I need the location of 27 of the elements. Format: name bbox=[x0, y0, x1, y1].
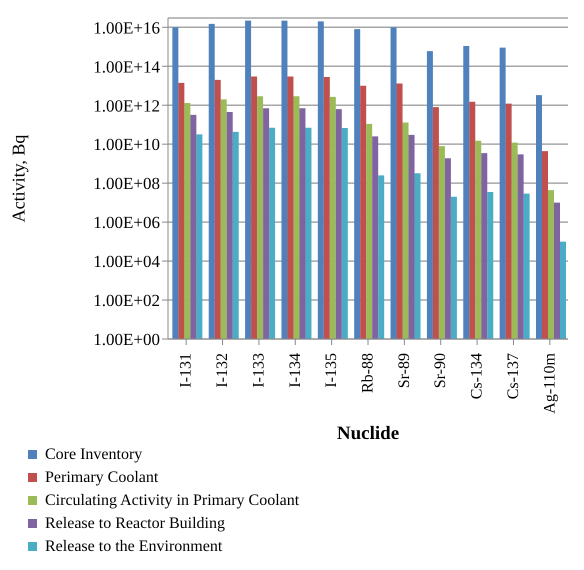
x-tick-label: I-135 bbox=[323, 353, 340, 388]
x-axis-title: Nuclide bbox=[336, 423, 400, 444]
x-tick-label: I-133 bbox=[250, 353, 268, 388]
y-tick-label: 1.00E+12 bbox=[93, 96, 160, 116]
x-tick-label: Sr-90 bbox=[432, 353, 450, 388]
legend-label: Release to Reactor Building bbox=[45, 514, 225, 532]
legend-label: Release to the Environment bbox=[45, 538, 222, 556]
legend-label: Core Inventory bbox=[45, 446, 142, 464]
y-tick-label: 1.00E+06 bbox=[93, 213, 160, 232]
x-tick-label: Cs-137 bbox=[504, 353, 522, 400]
legend-label: Perimary Coolant bbox=[45, 468, 158, 486]
x-tick-label: Cs-134 bbox=[468, 353, 486, 400]
y-tick-label: 1.00E+02 bbox=[93, 291, 160, 310]
x-tick-label: Ag-110m bbox=[541, 352, 558, 414]
y-tick-label: 1.00E+10 bbox=[93, 135, 160, 154]
x-tick-label: I-132 bbox=[214, 353, 232, 388]
y-tick-label: 1.00E+04 bbox=[93, 252, 160, 272]
y-axis-title: Activity, Bq bbox=[8, 134, 28, 222]
y-tick-label: 1.00E+00 bbox=[93, 330, 160, 350]
legend-label: Circulating Activity in Primary Coolant bbox=[45, 492, 300, 510]
x-tick-label: I-131 bbox=[178, 353, 195, 388]
y-tick-label: 1.00E+16 bbox=[93, 18, 160, 38]
y-tick-label: 1.00E+14 bbox=[93, 57, 160, 76]
x-tick-label: Sr-89 bbox=[396, 353, 413, 388]
x-tick-label: Rb-88 bbox=[360, 353, 376, 393]
x-tick-label: I-134 bbox=[286, 353, 304, 388]
y-tick-label: 1.00E+08 bbox=[93, 174, 160, 194]
